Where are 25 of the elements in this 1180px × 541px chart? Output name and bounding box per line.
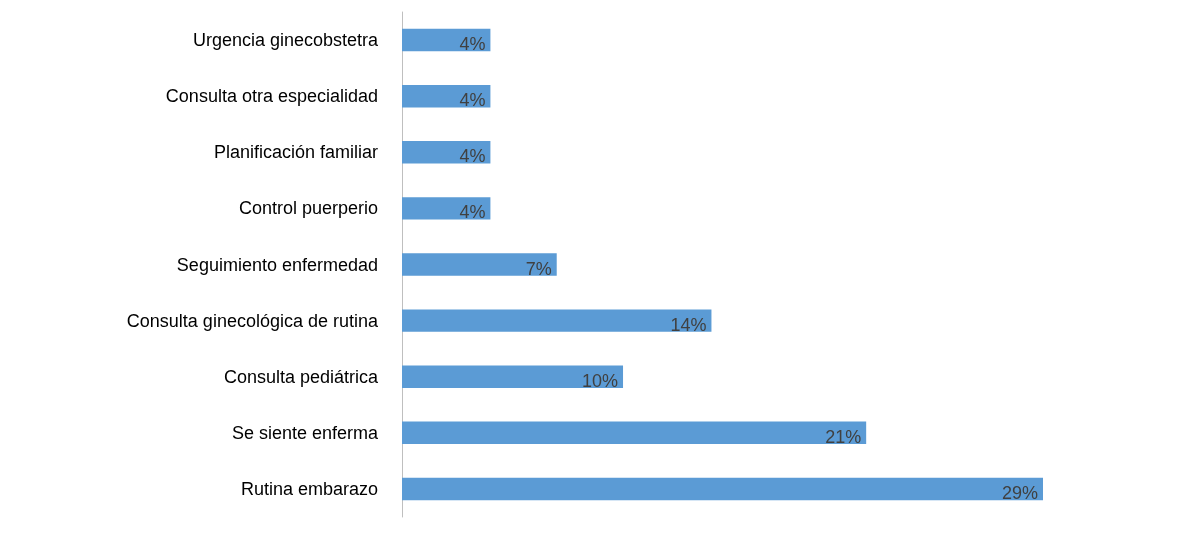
data-label: 4% [459, 90, 486, 111]
bar [402, 253, 557, 276]
y-tick-label: Control puerperio [238, 198, 378, 219]
data-label: 14% [670, 314, 707, 335]
bar [402, 197, 491, 220]
bar [402, 477, 1043, 501]
y-tick-label: Consulta ginecológica de rutina [126, 310, 379, 331]
y-tick-label: Consulta otra especialidad [165, 86, 378, 107]
data-label: 29% [1001, 482, 1038, 503]
bar [402, 141, 491, 164]
bar [402, 365, 624, 388]
y-tick-label: Urgencia ginecobstetra [192, 30, 379, 51]
data-label: 4% [459, 146, 486, 167]
y-tick-label: Seguimiento enfermedad [176, 254, 378, 275]
data-label: 4% [459, 34, 486, 55]
y-tick-label: Consulta pediátrica [223, 366, 379, 387]
bar [402, 309, 712, 332]
data-label: 21% [825, 426, 862, 447]
y-tick-label: Se siente enferma [231, 422, 379, 443]
y-tick-label: Planificación familiar [213, 142, 378, 163]
data-label: 10% [582, 370, 619, 391]
y-tick-label: Rutina embarazo [240, 478, 378, 499]
data-label: 4% [459, 202, 486, 223]
bar [402, 421, 867, 445]
data-label: 7% [525, 258, 552, 279]
